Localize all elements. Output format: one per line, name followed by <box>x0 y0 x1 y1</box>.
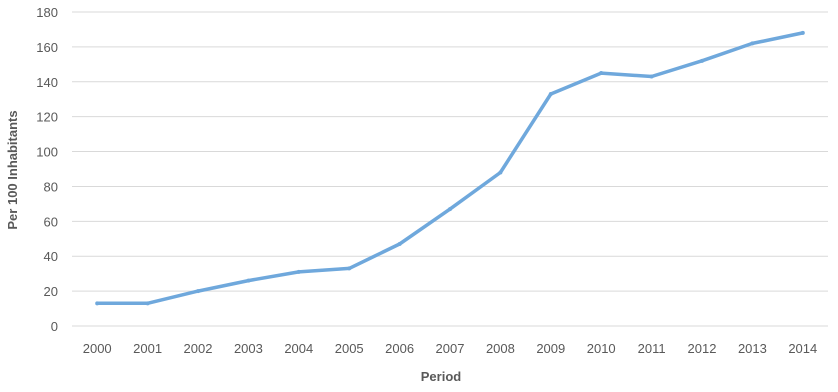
y-tick-label: 20 <box>44 284 58 299</box>
data-point <box>548 91 553 96</box>
data-point <box>750 41 755 46</box>
x-tick-label: 2004 <box>284 341 313 356</box>
x-tick-label: 2013 <box>738 341 767 356</box>
x-axis-title: Period <box>421 369 462 384</box>
x-tick-label: 2006 <box>385 341 414 356</box>
data-point <box>700 58 704 63</box>
y-tick-label: 100 <box>36 145 58 160</box>
x-tick-label: 2003 <box>234 341 263 356</box>
y-tick-label: 40 <box>44 249 58 264</box>
gridlines <box>72 11 828 327</box>
data-point <box>246 278 251 283</box>
data-point <box>347 266 352 271</box>
y-tick-label: 160 <box>36 40 58 55</box>
x-tick-label: 2010 <box>587 341 616 356</box>
x-tick-label: 2011 <box>638 341 666 356</box>
y-tick-label: 0 <box>51 319 58 334</box>
data-point <box>95 301 100 306</box>
data-point <box>145 301 150 306</box>
x-tick-label: 2012 <box>688 341 717 356</box>
series-line <box>95 31 805 306</box>
y-tick-label: 60 <box>44 214 58 229</box>
y-axis-title: Per 100 Inhabitants <box>5 110 20 229</box>
x-axis-tick-labels: 2000 2001 2002 2003 2004 2005 2006 2007 2008 2009… <box>83 341 818 356</box>
data-point <box>649 74 654 79</box>
x-tick-label: 2009 <box>536 341 565 356</box>
data-point <box>196 289 200 294</box>
y-tick-label: 80 <box>44 179 58 194</box>
data-point <box>296 269 301 274</box>
data-point <box>448 207 452 212</box>
series-layer <box>95 30 805 306</box>
x-tick-label: 2000 <box>83 341 112 356</box>
y-axis-tick-labels: 0 20 40 60 80 100 120 140 160 180 <box>36 5 58 334</box>
y-tick-label: 140 <box>36 75 58 90</box>
x-tick-label: 2005 <box>335 341 364 356</box>
data-point <box>498 170 503 175</box>
y-tick-label: 120 <box>36 110 58 125</box>
x-tick-label: 2014 <box>788 341 817 356</box>
data-point <box>800 30 805 35</box>
x-tick-label: 2001 <box>133 341 162 356</box>
x-tick-label: 2007 <box>436 341 465 356</box>
data-point <box>599 71 604 76</box>
x-tick-label: 2008 <box>486 341 515 356</box>
y-tick-label: 180 <box>36 5 58 20</box>
x-tick-label: 2002 <box>184 341 213 356</box>
data-point <box>397 242 402 247</box>
